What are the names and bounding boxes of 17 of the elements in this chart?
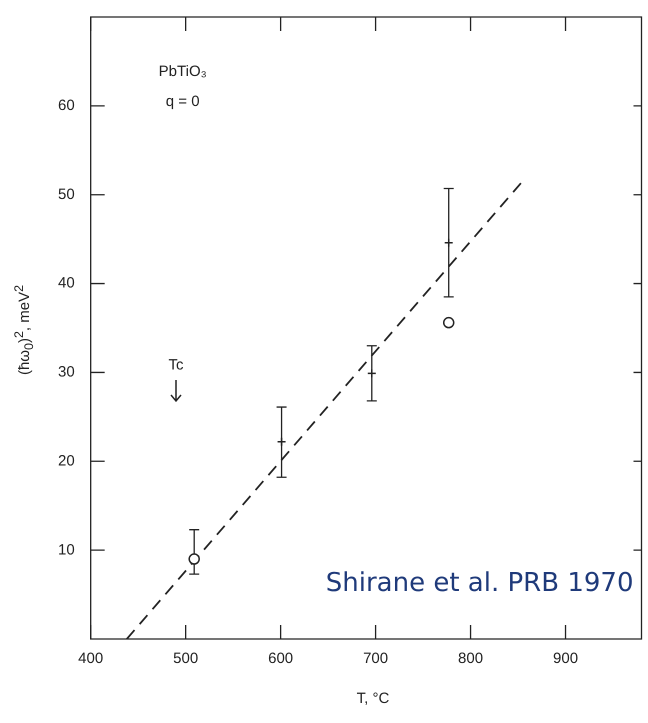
x-tick-label: 500	[173, 650, 198, 668]
x-tick-label: 400	[78, 650, 104, 668]
y-tick-label: 50	[58, 186, 75, 203]
annotation: q = 0	[166, 93, 200, 110]
annotation: Shirane et al. PRB 1970	[326, 568, 634, 598]
annotation: Tc	[168, 356, 184, 374]
y-tick-label: 40	[58, 274, 75, 292]
x-tick-label: 600	[268, 650, 294, 668]
x-tick-label: 700	[363, 650, 388, 668]
y-tick-label: 30	[58, 364, 75, 381]
x-tick-label: 800	[458, 650, 484, 668]
y-tick-label: 10	[58, 541, 75, 558]
x-tick-label: 900	[553, 650, 578, 668]
y-tick-label: 20	[58, 452, 75, 470]
annotation: PbTiO₃	[158, 63, 207, 80]
y-tick-label: 60	[58, 97, 75, 114]
x-axis-title: T, °C	[356, 690, 390, 707]
